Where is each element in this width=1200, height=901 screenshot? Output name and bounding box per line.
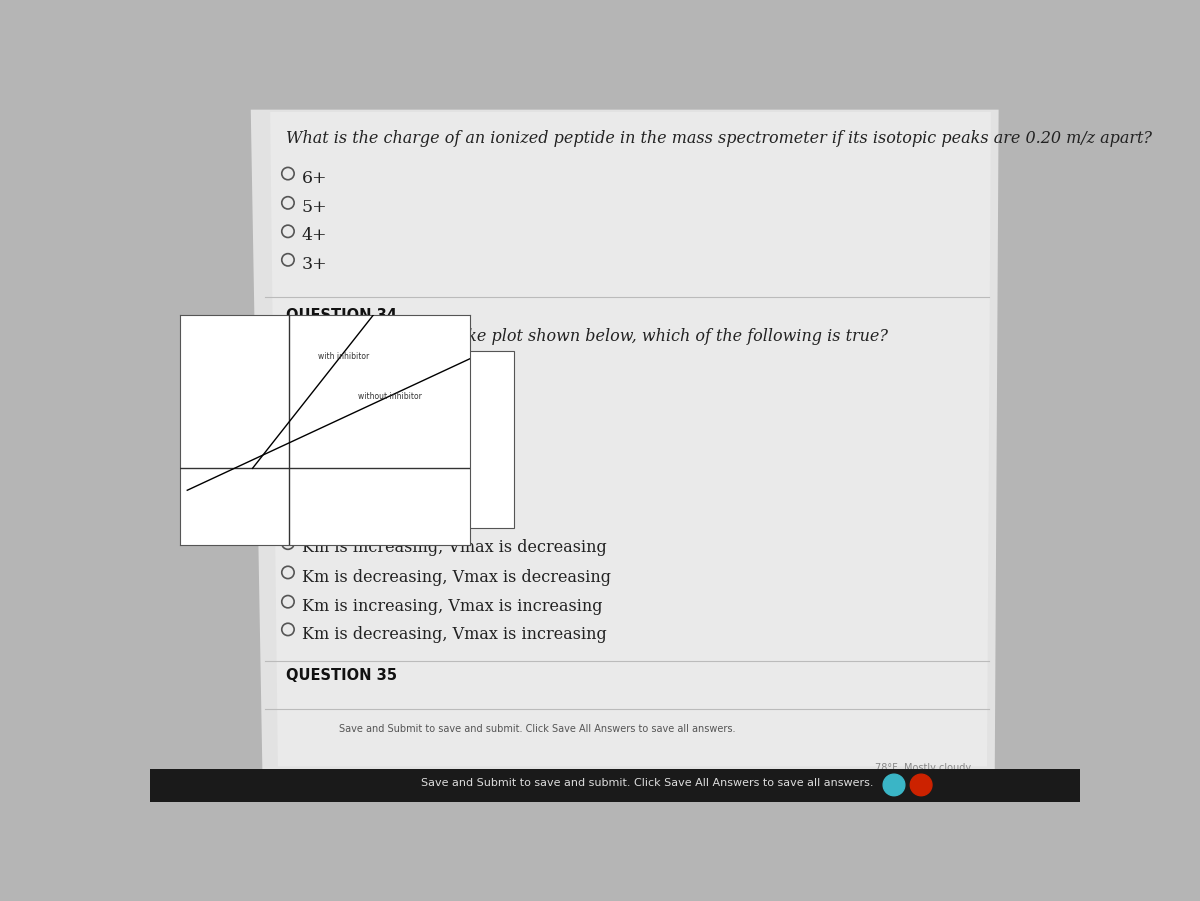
Text: Km is increasing, Vmax is increasing: Km is increasing, Vmax is increasing <box>302 598 602 614</box>
Text: QUESTION 34: QUESTION 34 <box>286 308 396 323</box>
Circle shape <box>883 774 905 796</box>
Text: Km is decreasing, Vmax is increasing: Km is decreasing, Vmax is increasing <box>302 625 607 642</box>
Text: 4+: 4+ <box>302 227 328 244</box>
Text: 3+: 3+ <box>302 256 328 273</box>
Text: What is the charge of an ionized peptide in the mass spectrometer if its isotopi: What is the charge of an ionized peptide… <box>286 130 1152 147</box>
Polygon shape <box>150 769 1080 802</box>
Text: In the Lineweaver Burke plot shown below, which of the following is true?: In the Lineweaver Burke plot shown below… <box>286 328 889 344</box>
Circle shape <box>911 774 932 796</box>
Text: without inhibitor: without inhibitor <box>359 392 422 401</box>
Polygon shape <box>270 112 991 767</box>
Text: 5+: 5+ <box>302 199 328 216</box>
Text: with inhibitor: with inhibitor <box>318 351 370 360</box>
Text: Save and Submit to save and submit. Click Save All Answers to save all answers.: Save and Submit to save and submit. Clic… <box>421 778 874 788</box>
Polygon shape <box>251 110 998 770</box>
Text: Km is decreasing, Vmax is decreasing: Km is decreasing, Vmax is decreasing <box>302 569 611 586</box>
Text: Save and Submit to save and submit. Click Save All Answers to save all answers.: Save and Submit to save and submit. Clic… <box>340 724 736 734</box>
Polygon shape <box>150 108 1080 802</box>
Text: QUESTION 35: QUESTION 35 <box>286 668 397 683</box>
Text: 6+: 6+ <box>302 169 328 187</box>
Polygon shape <box>289 350 515 528</box>
Text: Km is increasing, Vmax is decreasing: Km is increasing, Vmax is decreasing <box>302 540 607 556</box>
Text: 78°F  Mostly cloudy: 78°F Mostly cloudy <box>875 762 972 773</box>
